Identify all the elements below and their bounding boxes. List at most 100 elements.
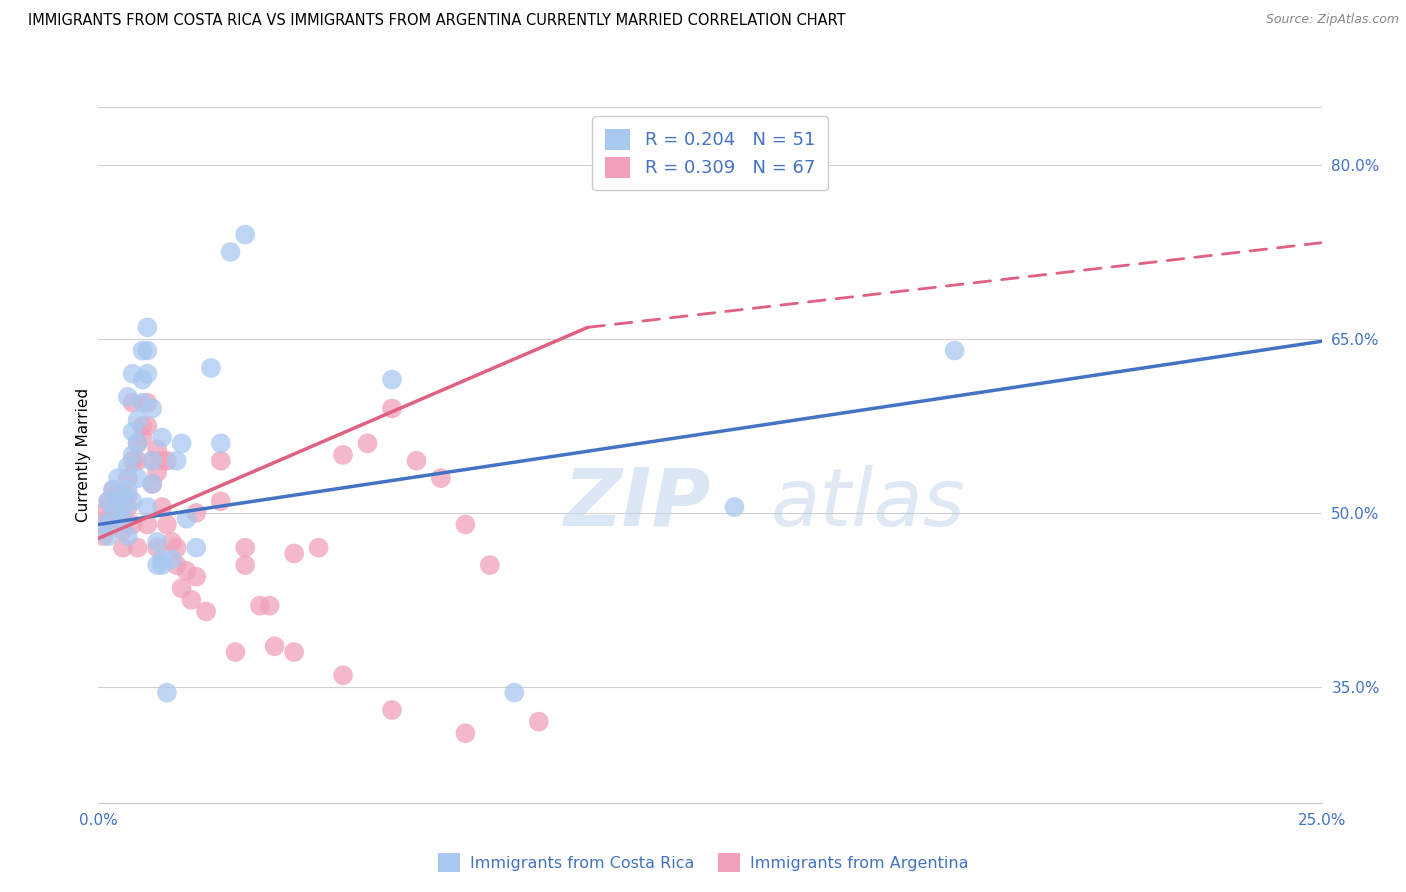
- Point: [136, 500, 159, 514]
- Point: [107, 489, 129, 503]
- Point: [527, 714, 550, 729]
- Point: [101, 500, 124, 514]
- Point: [107, 506, 129, 520]
- Point: [97, 511, 120, 525]
- Point: [381, 703, 404, 717]
- Point: [111, 523, 134, 537]
- Point: [141, 476, 163, 491]
- Point: [131, 419, 153, 434]
- Point: [150, 552, 173, 566]
- Point: [209, 453, 232, 467]
- Point: [478, 558, 501, 573]
- Point: [186, 570, 208, 584]
- Point: [127, 413, 149, 427]
- Point: [176, 564, 198, 578]
- Point: [127, 541, 149, 555]
- Point: [131, 373, 153, 387]
- Point: [308, 541, 330, 555]
- Point: [233, 541, 256, 555]
- Point: [430, 471, 453, 485]
- Point: [107, 494, 129, 508]
- Point: [117, 459, 139, 474]
- Point: [180, 592, 202, 607]
- Point: [186, 506, 208, 520]
- Point: [121, 395, 143, 409]
- Point: [146, 541, 169, 555]
- Text: Source: ZipAtlas.com: Source: ZipAtlas.com: [1265, 13, 1399, 27]
- Text: IMMIGRANTS FROM COSTA RICA VS IMMIGRANTS FROM ARGENTINA CURRENTLY MARRIED CORREL: IMMIGRANTS FROM COSTA RICA VS IMMIGRANTS…: [28, 13, 846, 29]
- Point: [263, 639, 285, 653]
- Point: [224, 645, 246, 659]
- Point: [209, 494, 232, 508]
- Point: [91, 506, 114, 520]
- Point: [200, 360, 222, 375]
- Point: [111, 500, 134, 514]
- Point: [136, 419, 159, 434]
- Point: [121, 494, 143, 508]
- Point: [111, 489, 134, 503]
- Point: [101, 483, 124, 497]
- Point: [121, 517, 143, 532]
- Point: [141, 401, 163, 416]
- Point: [332, 668, 354, 682]
- Point: [117, 390, 139, 404]
- Point: [97, 494, 120, 508]
- Point: [146, 466, 169, 480]
- Point: [146, 442, 169, 456]
- Point: [111, 511, 134, 525]
- Point: [160, 552, 183, 566]
- Point: [219, 244, 242, 259]
- Point: [723, 500, 745, 514]
- Text: atlas: atlas: [772, 465, 966, 542]
- Point: [117, 471, 139, 485]
- Point: [127, 453, 149, 467]
- Point: [117, 489, 139, 503]
- Point: [332, 448, 354, 462]
- Point: [111, 541, 134, 555]
- Point: [101, 517, 124, 532]
- Point: [943, 343, 966, 358]
- Point: [356, 436, 378, 450]
- Point: [97, 529, 120, 543]
- Point: [136, 395, 159, 409]
- Point: [101, 483, 124, 497]
- Point: [127, 436, 149, 450]
- Point: [136, 367, 159, 381]
- Point: [121, 453, 143, 467]
- Point: [233, 558, 256, 573]
- Point: [454, 517, 477, 532]
- Point: [209, 436, 232, 450]
- Point: [166, 541, 188, 555]
- Point: [176, 511, 198, 525]
- Point: [91, 517, 114, 532]
- Point: [166, 453, 188, 467]
- Point: [195, 605, 218, 619]
- Point: [131, 431, 153, 445]
- Point: [136, 320, 159, 334]
- Point: [107, 471, 129, 485]
- Point: [166, 558, 188, 573]
- Point: [121, 425, 143, 439]
- Point: [146, 534, 169, 549]
- Point: [117, 500, 139, 514]
- Point: [381, 373, 404, 387]
- Point: [136, 517, 159, 532]
- Point: [146, 558, 169, 573]
- Point: [156, 686, 179, 700]
- Point: [121, 367, 143, 381]
- Point: [283, 546, 305, 561]
- Point: [101, 517, 124, 532]
- Point: [127, 471, 149, 485]
- Point: [117, 483, 139, 497]
- Point: [111, 511, 134, 525]
- Point: [186, 541, 208, 555]
- Legend: R = 0.204   N = 51, R = 0.309   N = 67: R = 0.204 N = 51, R = 0.309 N = 67: [592, 116, 828, 190]
- Point: [97, 494, 120, 508]
- Point: [259, 599, 281, 613]
- Point: [283, 645, 305, 659]
- Point: [101, 506, 124, 520]
- Point: [381, 401, 404, 416]
- Point: [150, 558, 173, 573]
- Point: [160, 534, 183, 549]
- Point: [117, 529, 139, 543]
